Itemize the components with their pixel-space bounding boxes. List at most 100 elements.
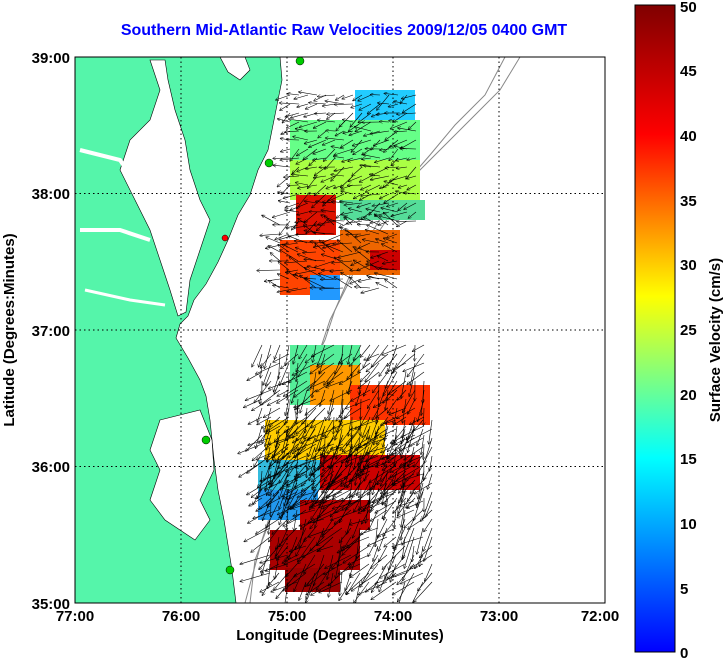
velocity-arrow [340,572,343,595]
velocity-arrow [339,581,352,600]
velocity-arrow [408,518,424,529]
velocity-arrow [343,120,354,123]
velocity-arrow [394,101,408,105]
chesapeake-bay [119,59,211,317]
velocity-arrow [322,254,344,262]
plot-frame [74,56,606,604]
velocity-arrow [402,536,406,560]
velocity-arrow [313,470,335,488]
velocity-arrow [358,500,379,513]
velocity-arrow [393,353,416,372]
velocity-arrow [249,497,263,506]
velocity-arrow [349,473,370,497]
velocity-arrow [336,398,353,421]
velocity-arrow [372,473,379,495]
velocity-arrow [388,103,399,107]
velocity-arrow [407,500,424,508]
velocity-arrow [358,464,379,470]
velocity-arrow [400,500,415,506]
velocity-arrow [289,437,298,458]
velocity-arrow [267,491,280,505]
velocity-arrow [380,122,390,123]
velocity-arrow [344,202,363,205]
velocity-arrow [292,500,316,509]
velocity-arrow [370,174,381,176]
river-1 [79,148,142,192]
velocity-arrow [427,473,433,489]
velocity-arrow [284,176,300,177]
y-tick-label: 35:00 [32,596,70,613]
velocity-arrow [298,437,325,450]
colorbar-tick-label: 45 [680,63,697,80]
velocity-arrow [327,554,334,579]
velocity-arrow [327,245,344,253]
velocity-arrow [281,148,291,152]
velocity-arrow [287,94,300,95]
velocity-arrow [296,362,299,381]
velocity-arrow [360,344,371,357]
colorbar-tick-label: 35 [680,193,697,210]
velocity-arrow [288,536,298,559]
velocity-arrow [313,509,343,522]
velocity-arrow [397,389,407,400]
velocity-arrow [267,446,271,462]
velocity-arrow [312,497,335,508]
velocity-arrow [341,473,361,486]
velocity-arrow [320,288,344,289]
velocity-arrow [342,536,361,555]
velocity-arrow [267,416,290,431]
velocity-arrow [393,563,424,576]
velocity-arrow [306,103,318,109]
velocity-arrow [337,545,352,553]
velocity-arrow [322,103,336,106]
river-2 [80,228,151,242]
velocity-arrow [244,398,263,408]
velocity-arrow [377,94,390,110]
velocity-arrow [295,269,317,274]
velocity-arrow [405,473,424,480]
velocity-arrow [284,581,289,603]
velocity-arrow [333,419,361,428]
velocity-arrow [354,127,372,132]
velocity-arrow [341,139,354,148]
velocity-arrow [371,344,389,367]
velocity-arrow [260,389,263,403]
velocity-arrow [319,500,343,507]
x-tick-label: 75:00 [268,608,306,625]
velocity-arrow [295,221,309,222]
velocity-arrow [355,233,371,237]
velocity-arrow [368,536,379,556]
velocity-arrow [300,389,308,413]
velocity-arrow [347,185,363,186]
velocity-arrow [420,545,433,558]
velocity-arrow [276,527,298,549]
velocity-arrow [287,185,300,186]
velocity-arrow [373,545,379,561]
velocity-arrow [407,184,417,190]
velocity-arrow [378,527,397,536]
velocity-arrow [348,157,363,161]
velocity-arrow [326,491,343,498]
velocity-arrow [311,464,325,475]
velocity-arrow [260,353,272,368]
velocity-arrow [390,563,397,582]
velocity-arrow [368,536,388,546]
velocity-arrow [347,362,362,379]
velocity-arrow [353,94,363,101]
velocity-arrow [335,419,343,440]
velocity-arrow [341,211,354,215]
velocity-arrow [296,234,308,235]
velocity-arrow [305,398,326,415]
velocity-arrow [385,419,388,441]
velocity-arrow [358,94,372,101]
velocity-arrow [378,220,390,225]
velocity-arrow [322,139,336,145]
velocity-arrow [380,470,389,486]
velocity-arrow [324,446,334,461]
velocity-arrow [424,464,433,480]
velocity-arrow [350,518,370,525]
velocity-arrow [319,273,335,280]
velocity-arrow [341,470,353,483]
velocity-arrow [274,371,281,392]
x-tick-label: 72:00 [581,608,619,625]
